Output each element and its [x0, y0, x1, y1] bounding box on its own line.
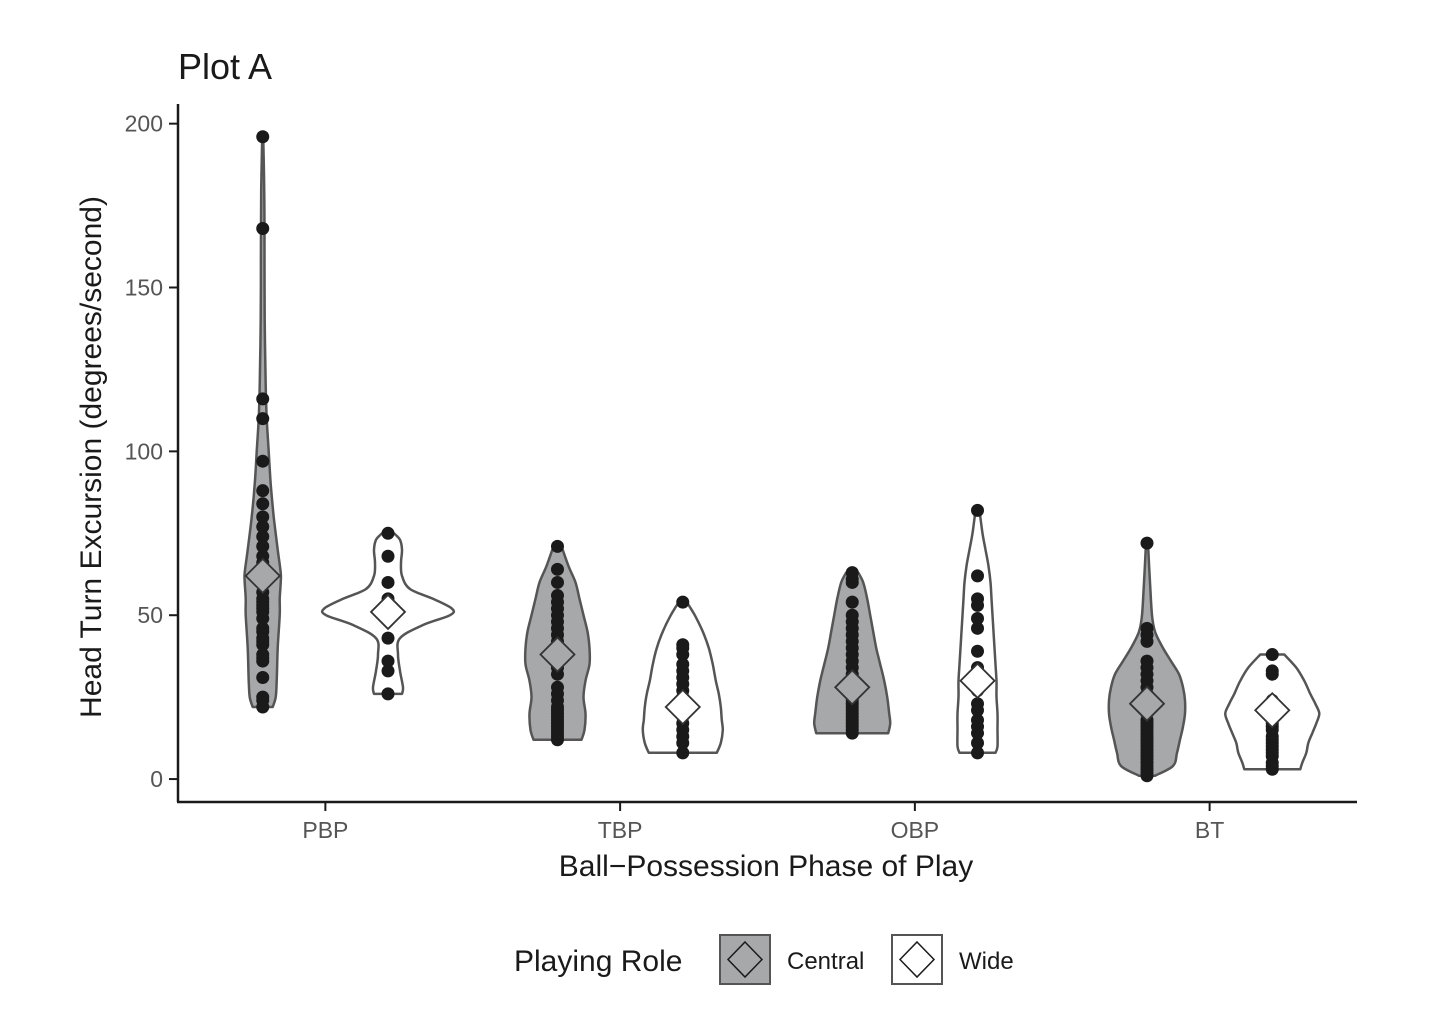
- point-tbp-wide: [676, 746, 690, 760]
- mean-pbp-central: [244, 557, 282, 595]
- point-tbp-central: [550, 589, 564, 603]
- point-bt-wide: [1265, 664, 1279, 678]
- x-tick-label: OBP: [891, 817, 940, 843]
- point-tbp-wide: [676, 657, 690, 671]
- mean-obp-wide: [959, 662, 996, 700]
- mean-tbp-wide: [664, 688, 702, 726]
- point-bt-central: [1140, 621, 1154, 635]
- point-obp-central: [845, 608, 859, 622]
- point-pbp-central: [256, 484, 270, 498]
- point-pbp-central: [256, 670, 270, 684]
- point-pbp-central: [256, 621, 270, 635]
- point-obp-central: [845, 566, 859, 580]
- point-pbp-central: [256, 497, 270, 511]
- point-bt-central: [1140, 654, 1154, 668]
- point-pbp-wide: [381, 549, 395, 563]
- point-pbp-central: [256, 130, 270, 144]
- x-axis-title: Ball−Possession Phase of Play: [559, 850, 973, 883]
- point-pbp-central: [256, 690, 270, 704]
- point-pbp-central: [256, 648, 270, 662]
- point-pbp-wide: [381, 664, 395, 678]
- y-tick-label: 150: [125, 275, 163, 301]
- legend-label-wide: Wide: [959, 948, 1014, 975]
- point-bt-central: [1140, 536, 1154, 550]
- point-bt-wide: [1265, 648, 1279, 662]
- point-pbp-central: [256, 520, 270, 534]
- y-tick-label: 0: [150, 766, 163, 792]
- y-tick-label: 200: [125, 111, 163, 137]
- y-axis-title: Head Turn Excursion (degrees/second): [75, 196, 108, 718]
- point-obp-wide: [971, 736, 985, 750]
- point-pbp-wide: [381, 526, 395, 540]
- point-pbp-central: [256, 530, 270, 544]
- mean-bt-central: [1128, 685, 1166, 722]
- point-tbp-wide: [676, 638, 690, 652]
- point-tbp-central: [550, 562, 564, 576]
- mean-marker-layer: [244, 557, 1291, 729]
- point-pbp-central: [256, 510, 270, 524]
- violin-layer: [243, 135, 1321, 778]
- point-obp-wide: [971, 569, 985, 583]
- point-tbp-wide: [676, 595, 690, 609]
- point-tbp-central: [550, 539, 564, 553]
- mean-obp-central: [833, 669, 871, 706]
- point-obp-wide: [971, 611, 985, 625]
- mean-tbp-central: [539, 636, 576, 673]
- point-tbp-central: [550, 680, 564, 694]
- chart-title: Plot A: [178, 46, 272, 87]
- y-tick-label: 50: [137, 602, 163, 628]
- x-tick-label: BT: [1195, 817, 1224, 843]
- legend-diamond-icon-central: [726, 940, 764, 979]
- point-obp-wide: [971, 697, 985, 711]
- point-pbp-central: [256, 412, 270, 426]
- x-tick-label: TBP: [598, 817, 643, 843]
- mean-pbp-wide: [369, 593, 407, 631]
- point-pbp-wide: [381, 654, 395, 668]
- point-pbp-wide: [381, 575, 395, 589]
- point-obp-wide: [971, 644, 985, 658]
- legend-title: Playing Role: [514, 945, 682, 978]
- point-pbp-central: [256, 454, 270, 468]
- legend: Playing Role Central Wide: [514, 934, 1014, 985]
- y-axis-ticks: 0 50 100 150 200: [125, 111, 178, 792]
- legend-diamond-icon-wide: [898, 940, 936, 979]
- point-pbp-wide: [381, 631, 395, 645]
- point-obp-central: [845, 595, 859, 609]
- point-tbp-central: [550, 575, 564, 589]
- point-obp-wide: [971, 621, 985, 635]
- mean-bt-wide: [1253, 691, 1291, 729]
- point-obp-wide: [971, 592, 985, 606]
- point-pbp-central: [256, 539, 270, 553]
- point-obp-wide: [971, 713, 985, 727]
- point-obp-wide: [971, 746, 985, 760]
- legend-label-central: Central: [787, 948, 864, 975]
- point-pbp-wide: [381, 687, 395, 701]
- point-pbp-central: [256, 222, 270, 236]
- point-obp-wide: [971, 503, 985, 517]
- point-pbp-central: [256, 392, 270, 406]
- y-tick-label: 100: [125, 438, 163, 464]
- point-pbp-central: [256, 549, 270, 563]
- x-tick-label: PBP: [302, 817, 348, 843]
- x-axis-ticks: PBP TBP OBP BT: [302, 802, 1224, 843]
